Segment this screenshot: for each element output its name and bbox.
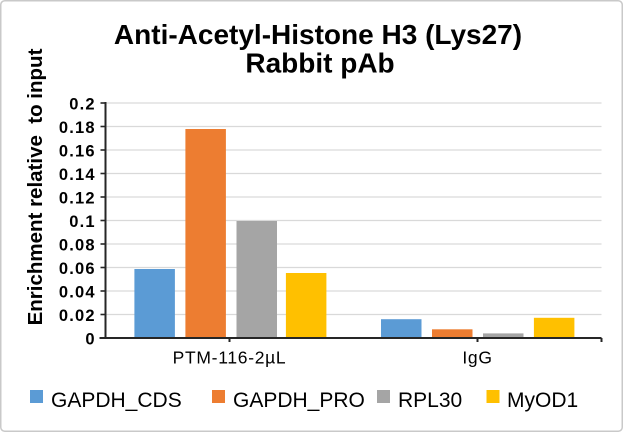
svg-text:GAPDH_PRO: GAPDH_PRO [233, 389, 365, 412]
svg-text:IgG: IgG [462, 348, 492, 368]
svg-text:Rabbit pAb: Rabbit pAb [245, 47, 394, 78]
svg-text:Enrichment relative to input: Enrichment relative to input [24, 48, 47, 325]
svg-text:0.08: 0.08 [59, 236, 96, 254]
svg-text:GAPDH_CDS: GAPDH_CDS [51, 389, 182, 412]
svg-text:0.16: 0.16 [59, 142, 96, 160]
svg-text:0.14: 0.14 [59, 166, 96, 184]
svg-text:0.12: 0.12 [59, 189, 96, 207]
svg-text:0.1: 0.1 [69, 213, 96, 231]
svg-text:0.06: 0.06 [59, 260, 96, 278]
svg-text:PTM-116-2µL: PTM-116-2µL [173, 348, 287, 368]
svg-text:RPL30: RPL30 [398, 389, 462, 412]
svg-text:Anti-Acetyl-Histone H3 (Lys27): Anti-Acetyl-Histone H3 (Lys27) [114, 19, 522, 50]
svg-text:0.18: 0.18 [59, 119, 96, 137]
svg-text:0.2: 0.2 [69, 95, 96, 113]
svg-text:0: 0 [85, 330, 95, 348]
svg-text:0.04: 0.04 [59, 283, 96, 301]
svg-text:0.02: 0.02 [59, 307, 96, 325]
svg-text:MyOD1: MyOD1 [507, 389, 578, 412]
